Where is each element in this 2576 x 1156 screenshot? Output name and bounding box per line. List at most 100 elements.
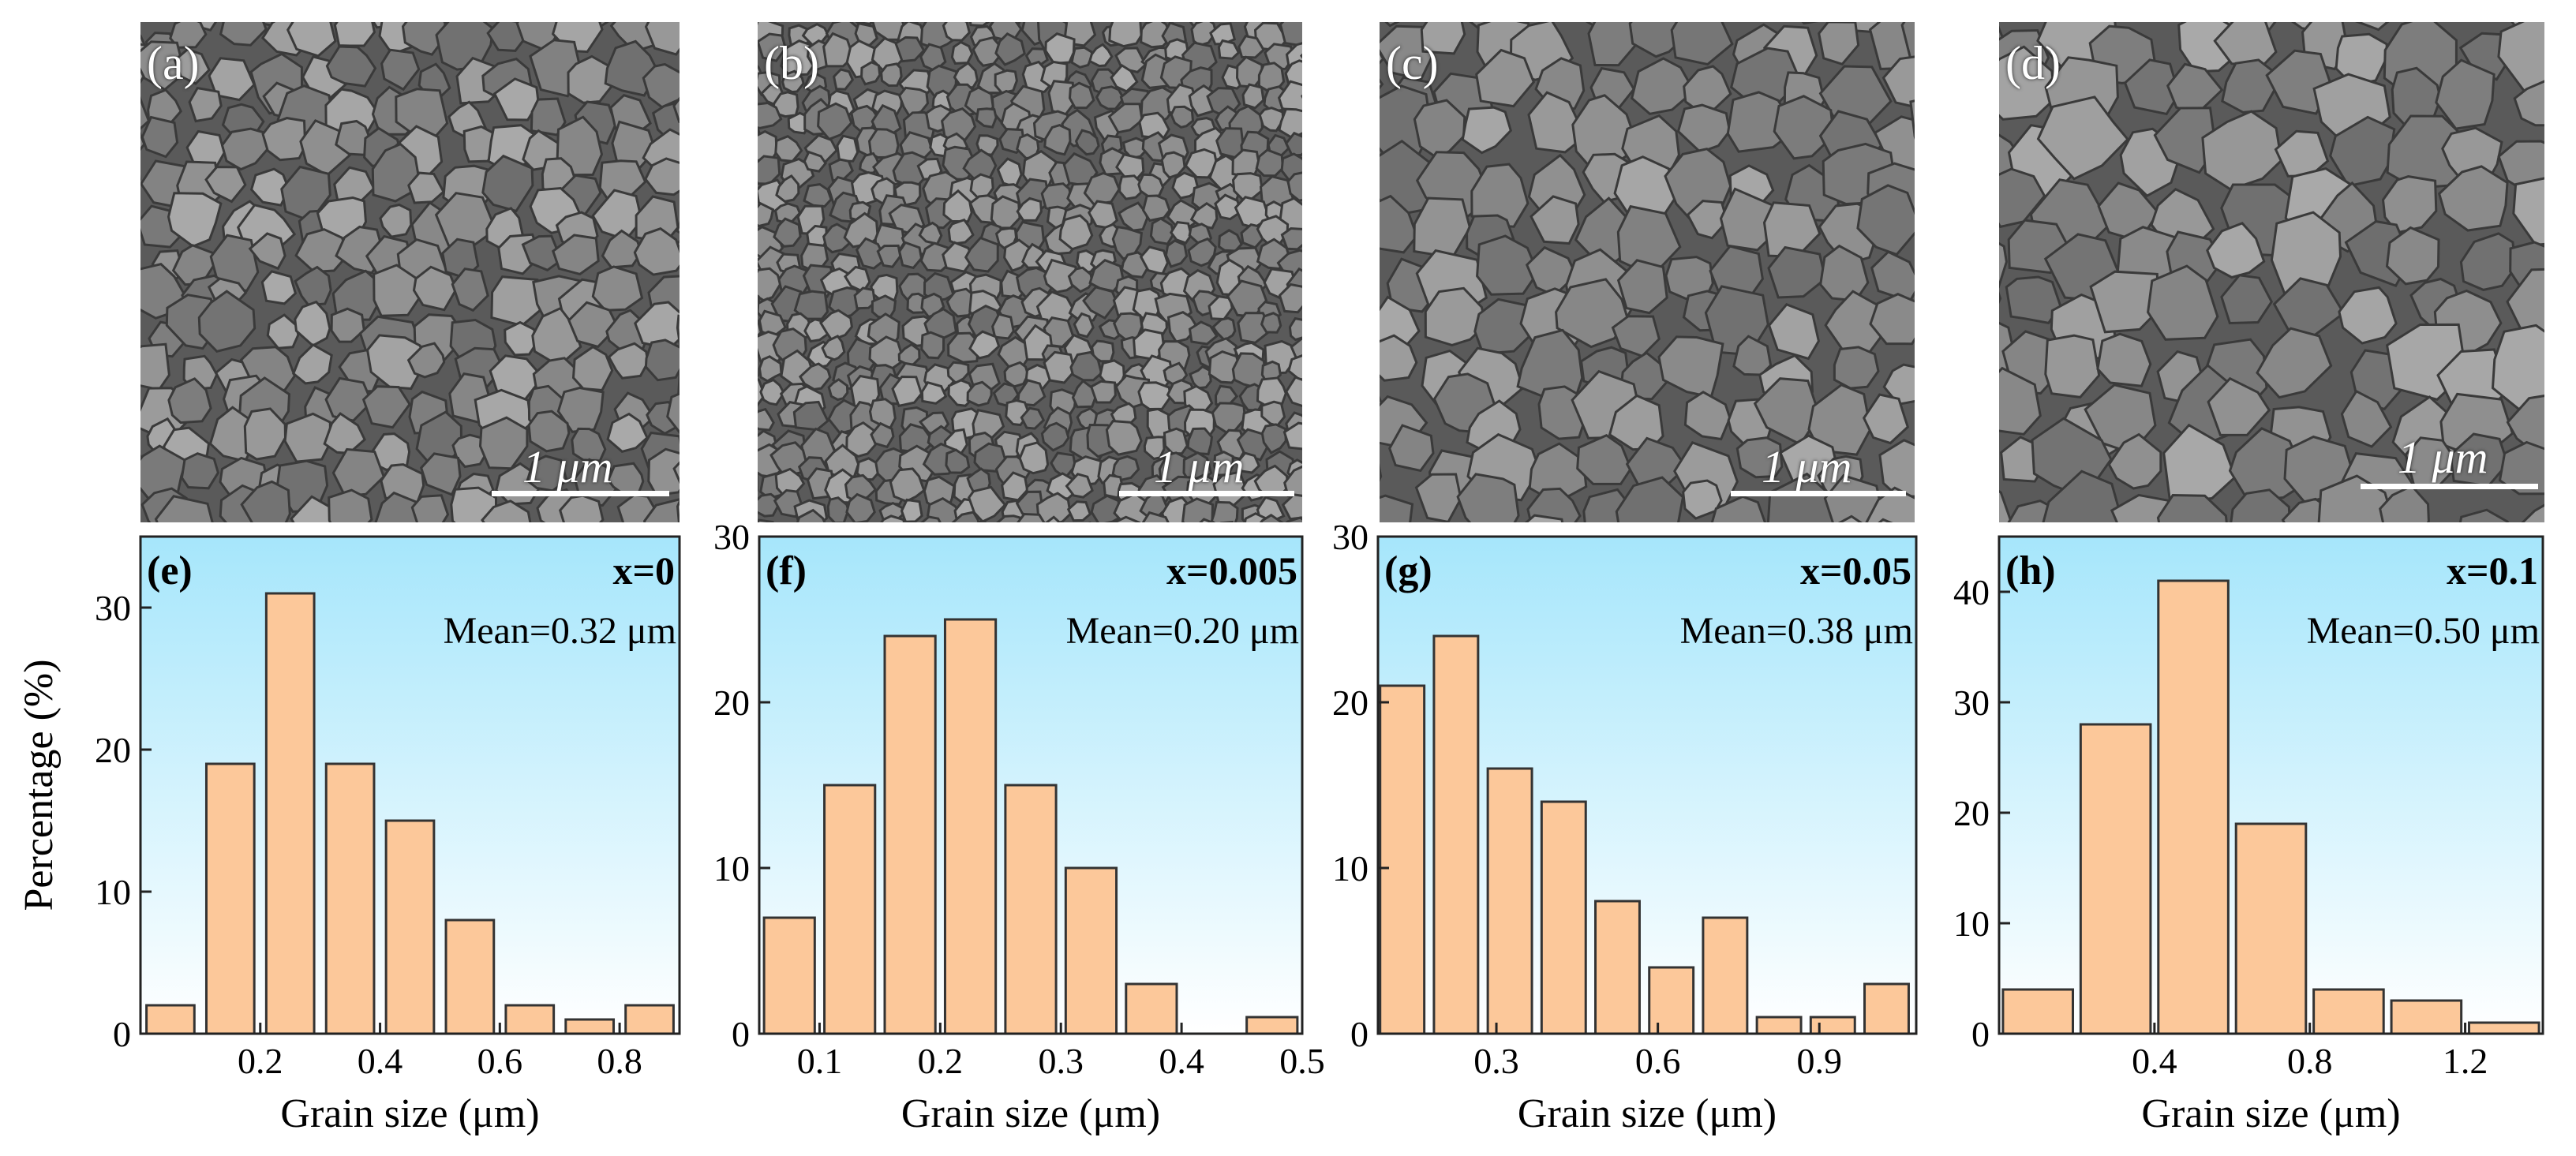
histogram-bar xyxy=(324,762,376,1035)
x-axis-label: Grain size (μm) xyxy=(280,1091,539,1136)
histogram-bar xyxy=(264,592,316,1035)
panel-label: (a) xyxy=(147,37,200,89)
y-tick-label: 10 xyxy=(1953,903,1990,944)
histogram-bar xyxy=(2312,988,2385,1035)
scale-bar xyxy=(1119,491,1294,496)
histogram-bar xyxy=(204,762,256,1035)
y-tick-label: 0 xyxy=(1350,1014,1368,1054)
histogram-bar xyxy=(1245,1016,1299,1035)
scale-bar-label: 1 μm xyxy=(2398,432,2488,483)
y-tick-label: 20 xyxy=(1332,683,1368,723)
y-tick-label: 20 xyxy=(1953,793,1990,833)
x-tick-label: 0.8 xyxy=(597,1041,642,1081)
chart-panel: 0 10 20 30 40 0.4 0.8 1.2 (h) x=0.1 Mean=0.50 μm Gr… xyxy=(1953,535,2544,1136)
histogram-bar xyxy=(1755,1016,1803,1035)
x-tick-label: 0.3 xyxy=(1473,1041,1519,1081)
histogram-bar xyxy=(1648,966,1695,1035)
scale-bar xyxy=(1731,491,1906,496)
histogram-bar xyxy=(1486,767,1533,1035)
histogram-bar xyxy=(943,618,998,1035)
y-tick-label: 30 xyxy=(1332,517,1368,557)
x-tick-label: 0.5 xyxy=(1279,1041,1325,1081)
histogram-bar xyxy=(2157,579,2230,1035)
x-tick-label: 0.4 xyxy=(358,1041,403,1081)
histogram-bar xyxy=(1702,916,1749,1035)
histogram-bar xyxy=(1125,982,1178,1035)
histogram-bar xyxy=(883,634,937,1035)
x-axis-label: Grain size (μm) xyxy=(1518,1091,1777,1136)
x-tick-label: 0.3 xyxy=(1038,1041,1084,1081)
x-tick-label: 0.2 xyxy=(238,1041,283,1081)
chart-panel: 0 10 20 30 0.2 0.4 0.6 0.8 (e) x=0 Mean=0.32 μm Gra… xyxy=(17,535,681,1136)
y-tick-label: 10 xyxy=(713,848,750,889)
x-tick-label: 0.6 xyxy=(1635,1041,1681,1081)
histogram-bar xyxy=(564,1018,616,1035)
sem-image-a: (a) 1 μm xyxy=(140,22,680,522)
x-tick-label: 0.6 xyxy=(477,1041,523,1081)
composition-label: x=0.05 xyxy=(1800,548,1911,593)
histogram-bar xyxy=(444,918,496,1035)
histogram-bar xyxy=(762,916,816,1035)
histogram-bar xyxy=(145,1004,196,1035)
histogram-bar xyxy=(2079,723,2152,1035)
panel-label: (d) xyxy=(2005,37,2061,89)
x-tick-label: 0.4 xyxy=(2132,1041,2177,1081)
plot-frame xyxy=(1998,535,2544,1035)
scale-bar xyxy=(492,491,669,496)
histogram-bar xyxy=(2001,988,2075,1035)
histogram-bar xyxy=(1809,1016,1856,1035)
scale-bar-label: 1 μm xyxy=(1154,441,1245,492)
histogram-bar xyxy=(2234,822,2308,1035)
scale-bar-label: 1 μm xyxy=(1762,441,1852,492)
y-tick-label: 0 xyxy=(113,1014,131,1054)
y-tick-label: 40 xyxy=(1953,572,1990,612)
x-tick-label: 0.2 xyxy=(918,1041,964,1081)
histogram-bar xyxy=(384,819,436,1035)
histogram-bar xyxy=(1379,684,1426,1035)
plot-frame xyxy=(758,535,1304,1035)
sem-grain-texture xyxy=(758,22,1302,522)
x-axis-label: Grain size (μm) xyxy=(2141,1091,2400,1136)
mean-label: Mean=0.50 μm xyxy=(2307,610,2540,652)
mean-label: Mean=0.38 μm xyxy=(1680,610,1913,652)
histogram-bar xyxy=(624,1004,675,1035)
scale-bar xyxy=(2361,484,2538,489)
y-tick-label: 10 xyxy=(95,872,131,912)
mean-label: Mean=0.32 μm xyxy=(444,610,676,652)
histogram-bar xyxy=(1064,866,1118,1035)
y-tick-label: 30 xyxy=(95,588,131,628)
mean-label: Mean=0.20 μm xyxy=(1066,610,1299,652)
x-tick-label: 1.2 xyxy=(2443,1041,2488,1081)
panel-label: (e) xyxy=(147,548,193,593)
y-tick-label: 30 xyxy=(713,517,750,557)
x-tick-label: 0.8 xyxy=(2287,1041,2333,1081)
x-tick-label: 0.4 xyxy=(1159,1041,1204,1081)
chart-panel: 0 10 20 30 0.3 0.6 0.9 (g) x=0.05 Mean=0.38 μm Gra… xyxy=(1332,517,1918,1136)
y-tick-label: 0 xyxy=(732,1014,750,1054)
y-tick-label: 10 xyxy=(1332,848,1368,889)
y-tick-label: 0 xyxy=(1971,1014,1990,1054)
histogram-bar xyxy=(823,784,877,1035)
sem-grain-texture xyxy=(1999,22,2544,522)
panel-label: (f) xyxy=(766,548,807,593)
histogram-bar xyxy=(504,1004,556,1035)
composition-label: x=0.005 xyxy=(1166,548,1297,593)
composition-label: x=0.1 xyxy=(2447,548,2538,593)
sem-image-d: (d) 1 μm xyxy=(1999,22,2544,522)
panel-label: (c) xyxy=(1386,37,1439,89)
sem-grain-texture xyxy=(1380,22,1915,522)
sem-grain-texture xyxy=(140,22,680,522)
y-tick-label: 20 xyxy=(95,730,131,770)
sem-image-c: (c) 1 μm xyxy=(1380,22,1915,522)
histogram-bar xyxy=(1540,800,1587,1035)
chart-panel: 0 10 20 30 0.1 0.2 0.3 0.4 0.5 (f) x=0.005 Mean=0.2… xyxy=(713,517,1325,1136)
histogram-bar xyxy=(2467,1021,2540,1035)
plot-frame xyxy=(139,535,681,1035)
histogram-bar xyxy=(2390,999,2463,1035)
x-tick-label: 0.9 xyxy=(1796,1041,1842,1081)
panel-label: (h) xyxy=(2005,548,2056,593)
x-axis-label: Grain size (μm) xyxy=(901,1091,1160,1136)
panel-label: (g) xyxy=(1384,548,1432,593)
